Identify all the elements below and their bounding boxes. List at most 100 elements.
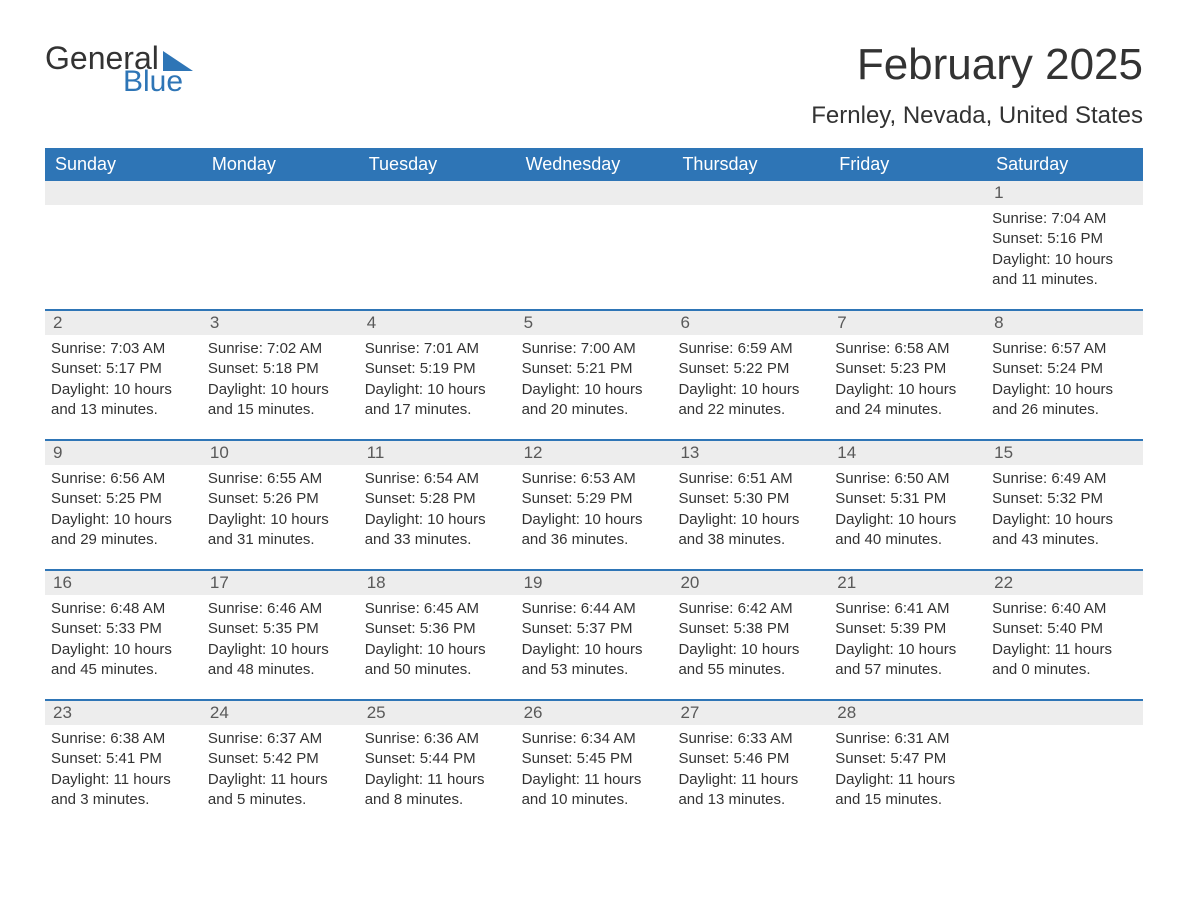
day-body — [516, 205, 673, 209]
daylight-text: Daylight: 10 hours and 20 minutes. — [522, 380, 667, 421]
daylight-text: Daylight: 10 hours and 53 minutes. — [522, 640, 667, 681]
day-number: 21 — [837, 573, 856, 592]
daylight-text: Daylight: 10 hours and 17 minutes. — [365, 380, 510, 421]
day-number: 7 — [837, 313, 846, 332]
sunrise-text: Sunrise: 6:56 AM — [51, 469, 196, 489]
day-body — [986, 725, 1143, 729]
daylight-text: Daylight: 11 hours and 15 minutes. — [835, 770, 980, 811]
weekday-header: Monday — [202, 148, 359, 181]
day-cell: 26 Sunrise: 6:34 AMSunset: 5:45 PMDayligh… — [516, 701, 673, 829]
daylight-text: Daylight: 10 hours and 22 minutes. — [678, 380, 823, 421]
sunset-text: Sunset: 5:47 PM — [835, 749, 980, 769]
sunrise-text: Sunrise: 7:02 AM — [208, 339, 353, 359]
week-row: 1 Sunrise: 7:04 AMSunset: 5:16 PMDaylight… — [45, 181, 1143, 309]
day-cell — [45, 181, 202, 309]
day-cell: 17Sunrise: 6:46 AMSunset: 5:35 PMDayligh… — [202, 571, 359, 699]
sunrise-text: Sunrise: 7:03 AM — [51, 339, 196, 359]
sunset-text: Sunset: 5:44 PM — [365, 749, 510, 769]
day-number: 26 — [524, 703, 543, 722]
day-number-bar: 7 — [829, 311, 986, 335]
day-number: 24 — [210, 703, 229, 722]
day-number-bar: 17 — [202, 571, 359, 595]
day-cell: 13Sunrise: 6:51 AMSunset: 5:30 PMDayligh… — [672, 441, 829, 569]
day-number-bar: 19 — [516, 571, 673, 595]
sunset-text: Sunset: 5:16 PM — [992, 229, 1137, 249]
sunrise-text: Sunrise: 6:41 AM — [835, 599, 980, 619]
sunset-text: Sunset: 5:38 PM — [678, 619, 823, 639]
week-row: 16Sunrise: 6:48 AMSunset: 5:33 PMDayligh… — [45, 569, 1143, 699]
day-cell: 3Sunrise: 7:02 AMSunset: 5:18 PMDaylight… — [202, 311, 359, 439]
day-cell: 15Sunrise: 6:49 AMSunset: 5:32 PMDayligh… — [986, 441, 1143, 569]
day-number-bar: 21 — [829, 571, 986, 595]
day-cell: 4Sunrise: 7:01 AMSunset: 5:19 PMDaylight… — [359, 311, 516, 439]
day-number-bar: 16 — [45, 571, 202, 595]
day-number-bar: 1 — [986, 181, 1143, 205]
day-number-bar: 4 — [359, 311, 516, 335]
day-body: Sunrise: 7:03 AMSunset: 5:17 PMDaylight:… — [45, 335, 202, 420]
day-number-bar: 12 — [516, 441, 673, 465]
day-cell — [672, 181, 829, 309]
sunrise-text: Sunrise: 6:37 AM — [208, 729, 353, 749]
day-number-bar: 20 — [672, 571, 829, 595]
sunset-text: Sunset: 5:40 PM — [992, 619, 1137, 639]
day-cell: 9Sunrise: 6:56 AMSunset: 5:25 PMDaylight… — [45, 441, 202, 569]
day-cell: 10 Sunrise: 6:55 AMSunset: 5:26 PMDayligh… — [202, 441, 359, 569]
day-cell: 20 Sunrise: 6:42 AMSunset: 5:38 PMDayligh… — [672, 571, 829, 699]
day-cell: 23Sunrise: 6:38 AMSunset: 5:41 PMDayligh… — [45, 701, 202, 829]
day-number-bar: 15 — [986, 441, 1143, 465]
daylight-text: Daylight: 10 hours and 31 minutes. — [208, 510, 353, 551]
day-body: Sunrise: 7:00 AMSunset: 5:21 PMDaylight:… — [516, 335, 673, 420]
sunrise-text: Sunrise: 6:36 AM — [365, 729, 510, 749]
daylight-text: Daylight: 10 hours and 40 minutes. — [835, 510, 980, 551]
day-number-bar: 5 — [516, 311, 673, 335]
sunrise-text: Sunrise: 7:04 AM — [992, 209, 1137, 229]
sunrise-text: Sunrise: 6:46 AM — [208, 599, 353, 619]
daylight-text: Daylight: 11 hours and 13 minutes. — [678, 770, 823, 811]
day-number: 15 — [994, 443, 1013, 462]
day-body: Sunrise: 6:33 AMSunset: 5:46 PMDaylight:… — [672, 725, 829, 810]
sunset-text: Sunset: 5:32 PM — [992, 489, 1137, 509]
daylight-text: Daylight: 10 hours and 48 minutes. — [208, 640, 353, 681]
day-body: Sunrise: 6:42 AMSunset: 5:38 PMDaylight:… — [672, 595, 829, 680]
day-number: 4 — [367, 313, 376, 332]
sunrise-text: Sunrise: 6:44 AM — [522, 599, 667, 619]
sunset-text: Sunset: 5:26 PM — [208, 489, 353, 509]
day-body — [359, 205, 516, 209]
weekday-header: Saturday — [986, 148, 1143, 181]
day-body: Sunrise: 6:46 AMSunset: 5:35 PMDaylight:… — [202, 595, 359, 680]
day-number: 3 — [210, 313, 219, 332]
day-cell: 5Sunrise: 7:00 AMSunset: 5:21 PMDaylight… — [516, 311, 673, 439]
sunset-text: Sunset: 5:21 PM — [522, 359, 667, 379]
day-cell — [202, 181, 359, 309]
daylight-text: Daylight: 10 hours and 36 minutes. — [522, 510, 667, 551]
week-row: 9Sunrise: 6:56 AMSunset: 5:25 PMDaylight… — [45, 439, 1143, 569]
day-cell: 22Sunrise: 6:40 AMSunset: 5:40 PMDayligh… — [986, 571, 1143, 699]
day-body: Sunrise: 6:58 AMSunset: 5:23 PMDaylight:… — [829, 335, 986, 420]
day-cell: 11Sunrise: 6:54 AMSunset: 5:28 PMDayligh… — [359, 441, 516, 569]
sunset-text: Sunset: 5:39 PM — [835, 619, 980, 639]
day-number: 10 — [210, 443, 229, 462]
sunrise-text: Sunrise: 6:34 AM — [522, 729, 667, 749]
day-number-bar: 3 — [202, 311, 359, 335]
sunset-text: Sunset: 5:31 PM — [835, 489, 980, 509]
day-number: 13 — [680, 443, 699, 462]
day-number: 9 — [53, 443, 62, 462]
sunrise-text: Sunrise: 6:51 AM — [678, 469, 823, 489]
daylight-text: Daylight: 10 hours and 55 minutes. — [678, 640, 823, 681]
day-cell — [359, 181, 516, 309]
daylight-text: Daylight: 10 hours and 11 minutes. — [992, 250, 1137, 291]
day-cell: 28Sunrise: 6:31 AMSunset: 5:47 PMDayligh… — [829, 701, 986, 829]
sunset-text: Sunset: 5:17 PM — [51, 359, 196, 379]
day-number-bar: 22 — [986, 571, 1143, 595]
sunrise-text: Sunrise: 6:59 AM — [678, 339, 823, 359]
day-cell: 2Sunrise: 7:03 AMSunset: 5:17 PMDaylight… — [45, 311, 202, 439]
day-number: 20 — [680, 573, 699, 592]
day-body: Sunrise: 6:55 AMSunset: 5:26 PMDaylight:… — [202, 465, 359, 550]
day-body — [45, 205, 202, 209]
location-label: Fernley, Nevada, United States — [811, 102, 1143, 130]
day-body: Sunrise: 6:34 AMSunset: 5:45 PMDaylight:… — [516, 725, 673, 810]
day-number-bar: 10 — [202, 441, 359, 465]
sunset-text: Sunset: 5:36 PM — [365, 619, 510, 639]
sunset-text: Sunset: 5:19 PM — [365, 359, 510, 379]
day-cell — [986, 701, 1143, 829]
